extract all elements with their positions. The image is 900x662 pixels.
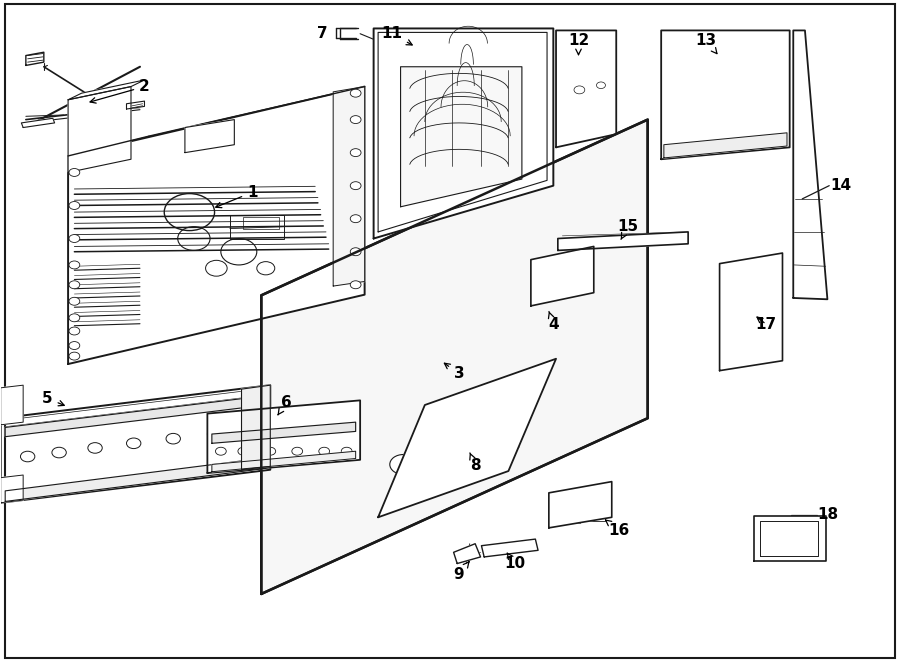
Bar (567, 62, 585, 101)
Text: 14: 14 (831, 178, 851, 193)
Circle shape (88, 443, 103, 453)
Circle shape (69, 261, 80, 269)
Polygon shape (558, 232, 688, 250)
Polygon shape (378, 359, 556, 517)
Circle shape (69, 297, 80, 305)
Text: 6: 6 (278, 395, 292, 415)
Bar (243, 216, 279, 228)
Circle shape (292, 448, 302, 455)
Circle shape (350, 149, 361, 157)
Bar (755, 283, 778, 316)
Text: 9: 9 (454, 562, 469, 582)
Circle shape (238, 426, 252, 437)
Circle shape (69, 327, 80, 335)
Text: 4: 4 (548, 311, 559, 332)
Bar (755, 323, 778, 356)
Circle shape (341, 448, 352, 455)
Circle shape (21, 451, 35, 462)
Polygon shape (720, 253, 782, 371)
Polygon shape (531, 246, 594, 306)
Text: 11: 11 (381, 26, 412, 45)
Circle shape (69, 314, 80, 322)
Polygon shape (556, 30, 617, 148)
Bar (230, 215, 284, 238)
Circle shape (350, 214, 361, 222)
Circle shape (265, 448, 275, 455)
Text: 15: 15 (617, 219, 638, 240)
Text: 2: 2 (90, 79, 149, 103)
Polygon shape (26, 52, 44, 66)
Bar (724, 323, 750, 356)
Bar (560, 267, 582, 286)
Text: 7: 7 (317, 26, 328, 41)
Polygon shape (400, 67, 522, 207)
Polygon shape (5, 458, 265, 501)
Polygon shape (1, 475, 23, 502)
Polygon shape (5, 396, 265, 437)
Circle shape (52, 448, 67, 458)
Polygon shape (374, 28, 554, 238)
Text: 8: 8 (470, 453, 481, 473)
Polygon shape (662, 30, 789, 160)
Circle shape (69, 201, 80, 209)
Text: 16: 16 (606, 520, 630, 538)
Polygon shape (549, 482, 612, 528)
Circle shape (69, 234, 80, 242)
Circle shape (319, 448, 329, 455)
Bar (407, 32, 445, 58)
Polygon shape (22, 118, 55, 128)
Circle shape (127, 438, 141, 449)
Bar (537, 267, 554, 288)
Polygon shape (753, 516, 825, 561)
Polygon shape (207, 401, 360, 473)
Text: 10: 10 (504, 553, 526, 571)
Circle shape (350, 181, 361, 189)
Polygon shape (212, 451, 356, 472)
Text: 3: 3 (445, 363, 464, 381)
Polygon shape (1, 385, 270, 502)
Text: 12: 12 (568, 33, 590, 55)
Circle shape (166, 434, 180, 444)
Circle shape (69, 342, 80, 350)
Bar (724, 263, 750, 283)
Bar (554, 491, 580, 522)
Circle shape (350, 281, 361, 289)
Polygon shape (127, 101, 145, 109)
Polygon shape (261, 120, 648, 594)
Circle shape (350, 89, 361, 97)
Circle shape (350, 116, 361, 124)
Polygon shape (454, 544, 481, 563)
Circle shape (69, 281, 80, 289)
Polygon shape (68, 87, 364, 364)
Bar (755, 263, 778, 283)
Bar (731, 70, 779, 100)
Polygon shape (241, 385, 270, 470)
Circle shape (350, 248, 361, 256)
Text: 17: 17 (756, 317, 777, 332)
Polygon shape (333, 87, 364, 286)
Bar (592, 62, 608, 101)
Polygon shape (793, 30, 827, 299)
Bar (670, 70, 723, 100)
Polygon shape (184, 120, 234, 153)
Circle shape (207, 429, 221, 440)
Circle shape (69, 169, 80, 176)
Text: 18: 18 (817, 507, 838, 522)
Text: 13: 13 (696, 33, 717, 54)
Polygon shape (1, 385, 23, 425)
Circle shape (69, 352, 80, 360)
Polygon shape (68, 87, 131, 173)
Text: 1: 1 (216, 185, 257, 208)
Polygon shape (482, 539, 538, 557)
Polygon shape (68, 80, 145, 100)
Polygon shape (664, 133, 787, 158)
Circle shape (390, 455, 417, 475)
Circle shape (215, 448, 226, 455)
Text: 5: 5 (42, 391, 64, 406)
Polygon shape (212, 422, 356, 444)
Bar (724, 283, 750, 316)
Circle shape (238, 448, 248, 455)
Bar (583, 489, 606, 520)
